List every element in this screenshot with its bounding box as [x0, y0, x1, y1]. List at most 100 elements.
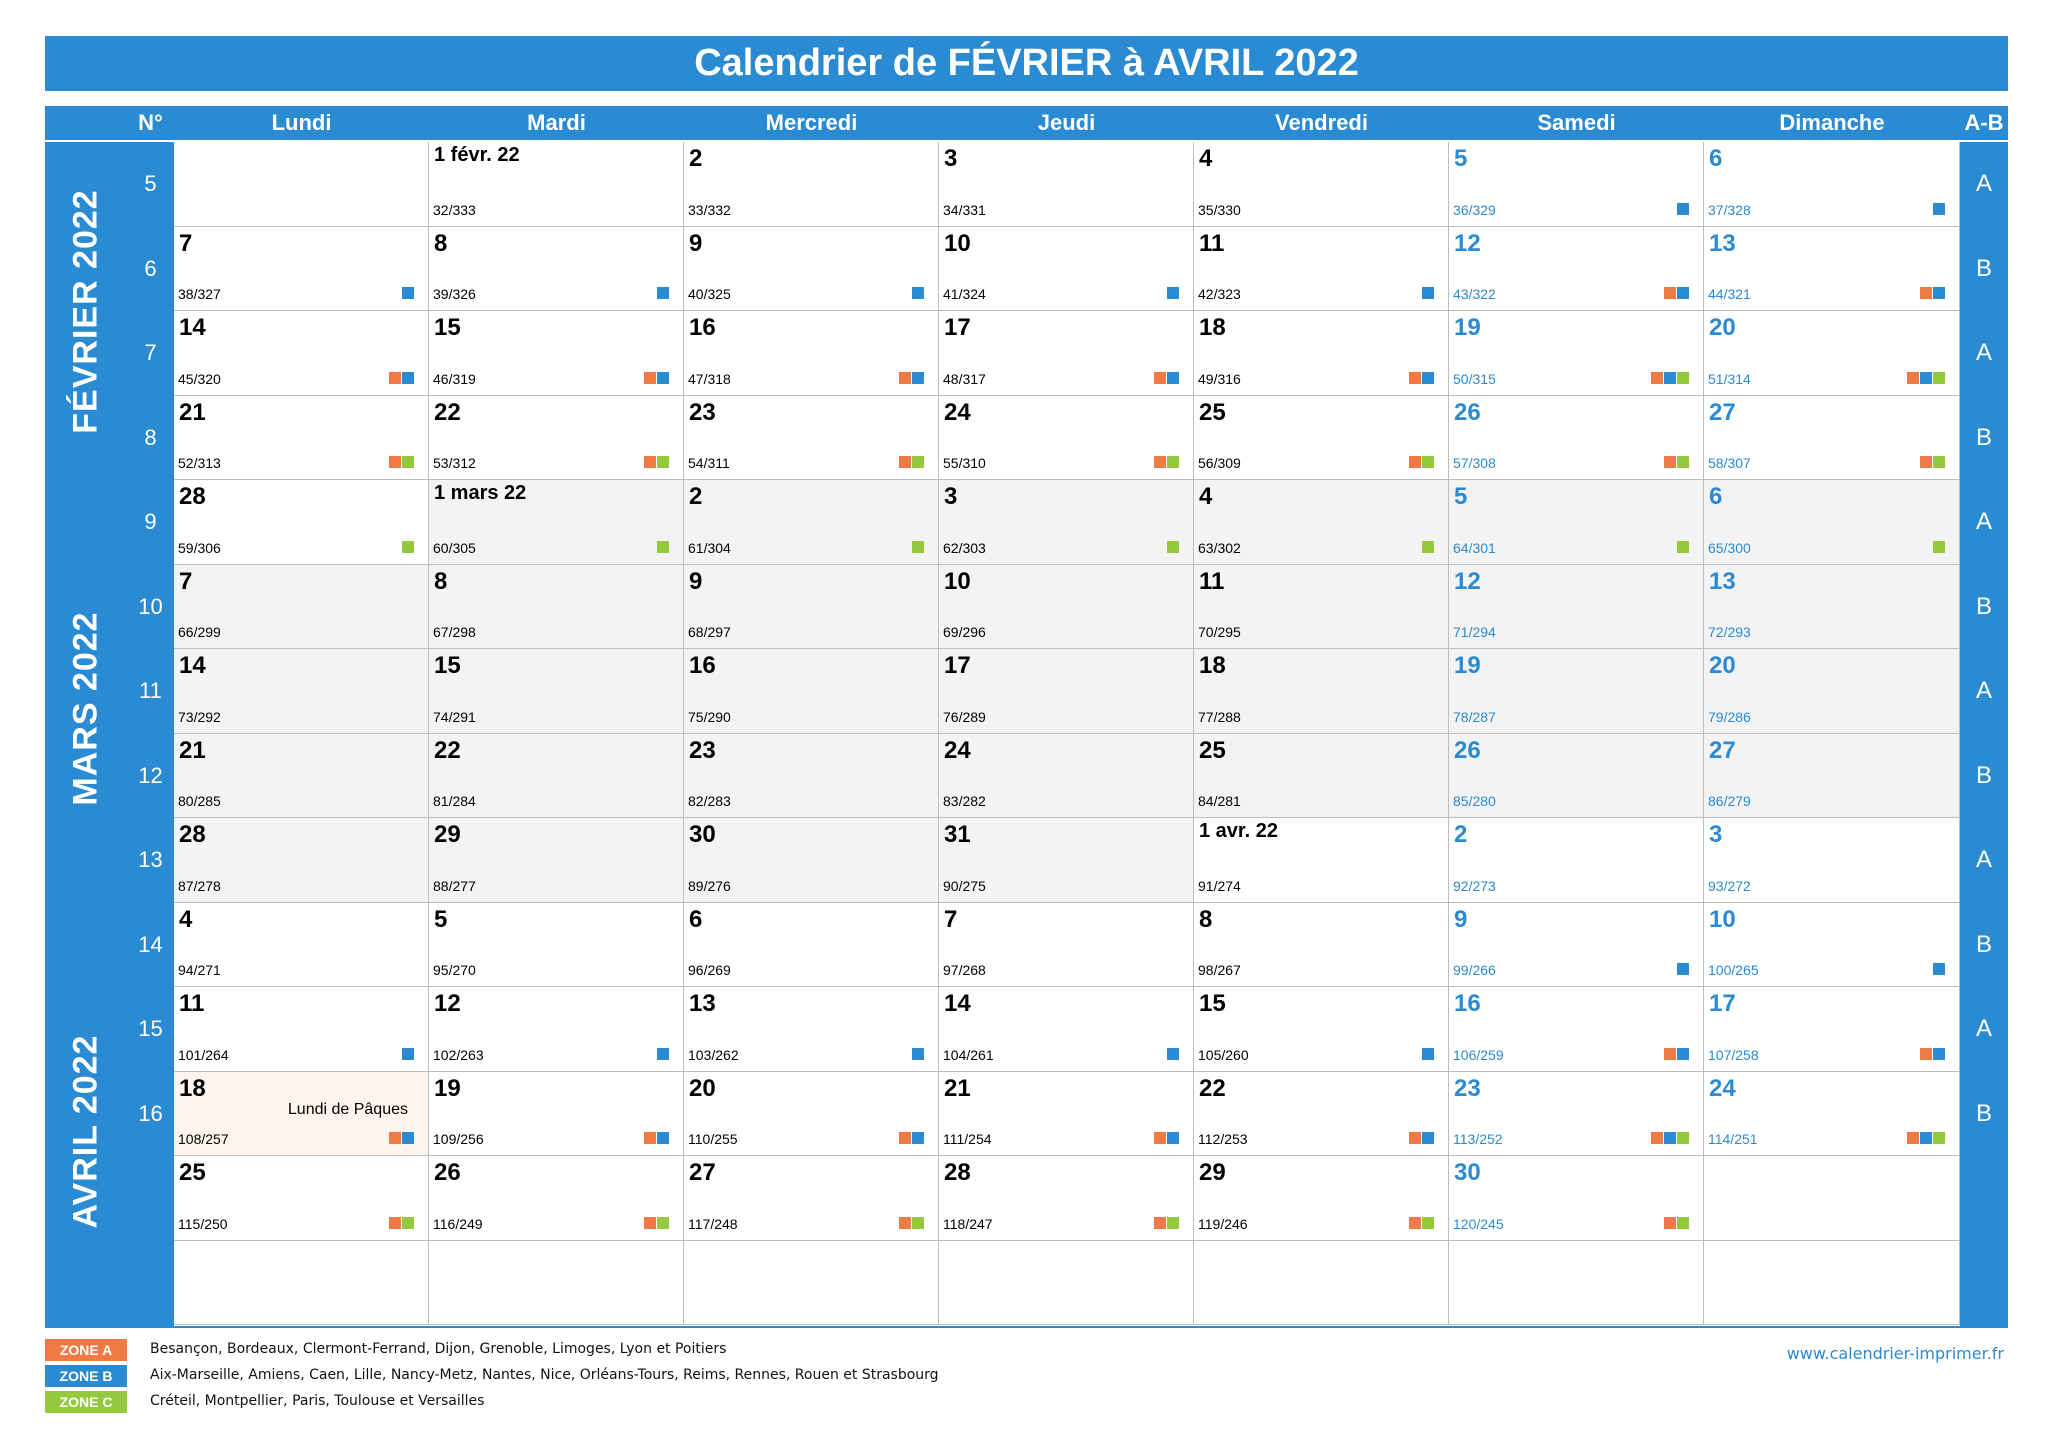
day-cell[interactable]: 5 36/329: [1449, 142, 1704, 227]
day-cell[interactable]: 14 45/320: [174, 311, 429, 396]
day-cell[interactable]: 25 115/250: [174, 1156, 429, 1241]
day-cell[interactable]: 8 39/326: [429, 226, 684, 311]
day-cell[interactable]: 19 78/287: [1449, 649, 1704, 734]
day-cell[interactable]: 19 109/256: [429, 1071, 684, 1156]
day-cell[interactable]: 16 75/290: [684, 649, 939, 734]
day-cell[interactable]: 16 106/259: [1449, 987, 1704, 1072]
day-cell[interactable]: 22 112/253: [1194, 1071, 1449, 1156]
day-cell[interactable]: 24 55/310: [939, 395, 1194, 480]
day-cell[interactable]: 17 76/289: [939, 649, 1194, 734]
day-cell[interactable]: 29 119/246: [1194, 1156, 1449, 1241]
day-cell[interactable]: [174, 142, 429, 227]
day-cell[interactable]: 17 48/317: [939, 311, 1194, 396]
day-cell[interactable]: 20 110/255: [684, 1071, 939, 1156]
day-cell[interactable]: 5 64/301: [1449, 480, 1704, 565]
day-cell[interactable]: 2 33/332: [684, 142, 939, 227]
day-cell[interactable]: 15 74/291: [429, 649, 684, 734]
day-cell[interactable]: 20 79/286: [1704, 649, 1960, 734]
day-cell[interactable]: 23 82/283: [684, 733, 939, 818]
day-cell[interactable]: 11 42/323: [1194, 226, 1449, 311]
day-cell[interactable]: 4 63/302: [1194, 480, 1449, 565]
day-cell[interactable]: 15 46/319: [429, 311, 684, 396]
day-cell[interactable]: 27 117/248: [684, 1156, 939, 1241]
day-cell[interactable]: 13 44/321: [1704, 226, 1960, 311]
day-cell[interactable]: 28 87/278: [174, 818, 429, 903]
day-cell[interactable]: 10 100/265: [1704, 902, 1960, 987]
day-cell[interactable]: 10 69/296: [939, 564, 1194, 649]
day-cell[interactable]: 27 58/307: [1704, 395, 1960, 480]
day-cell[interactable]: 25 84/281: [1194, 733, 1449, 818]
day-cell[interactable]: 20 51/314: [1704, 311, 1960, 396]
day-cell[interactable]: 21 80/285: [174, 733, 429, 818]
day-cell[interactable]: 26 116/249: [429, 1156, 684, 1241]
day-cell[interactable]: 11 101/264: [174, 987, 429, 1072]
day-cell[interactable]: 8 67/298: [429, 564, 684, 649]
day-cell[interactable]: 5 95/270: [429, 902, 684, 987]
day-cell[interactable]: 24 83/282: [939, 733, 1194, 818]
day-cell[interactable]: 21 52/313: [174, 395, 429, 480]
day-cell[interactable]: 19 50/315: [1449, 311, 1704, 396]
day-cell[interactable]: 12 71/294: [1449, 564, 1704, 649]
day-cell[interactable]: 7 97/268: [939, 902, 1194, 987]
day-cell[interactable]: [684, 1240, 939, 1325]
day-cell[interactable]: 9 40/325: [684, 226, 939, 311]
day-cell[interactable]: 1 mars 22 60/305: [429, 480, 684, 565]
day-cell[interactable]: 31 90/275: [939, 818, 1194, 903]
day-cell[interactable]: 29 88/277: [429, 818, 684, 903]
day-cell[interactable]: 22 53/312: [429, 395, 684, 480]
day-cell[interactable]: 30 89/276: [684, 818, 939, 903]
day-cell[interactable]: 2 61/304: [684, 480, 939, 565]
day-cell[interactable]: 18 49/316: [1194, 311, 1449, 396]
day-cell[interactable]: [1449, 1240, 1704, 1325]
day-cell[interactable]: 27 86/279: [1704, 733, 1960, 818]
day-cell[interactable]: 21 111/254: [939, 1071, 1194, 1156]
day-cell[interactable]: 4 35/330: [1194, 142, 1449, 227]
day-cell[interactable]: 25 56/309: [1194, 395, 1449, 480]
day-cell[interactable]: 17 107/258: [1704, 987, 1960, 1072]
day-cell[interactable]: 15 105/260: [1194, 987, 1449, 1072]
day-cell[interactable]: 11 70/295: [1194, 564, 1449, 649]
day-cell[interactable]: 30 120/245: [1449, 1156, 1704, 1241]
day-cell[interactable]: 3 93/272: [1704, 818, 1960, 903]
day-cell[interactable]: 16 47/318: [684, 311, 939, 396]
day-cell[interactable]: [1704, 1240, 1960, 1325]
day-cell[interactable]: 26 85/280: [1449, 733, 1704, 818]
day-cell[interactable]: 3 62/303: [939, 480, 1194, 565]
day-cell[interactable]: 18 77/288: [1194, 649, 1449, 734]
day-cell[interactable]: 18 108/257 Lundi de Pâques: [174, 1071, 429, 1156]
day-cell[interactable]: 6 37/328: [1704, 142, 1960, 227]
day-cell[interactable]: 23 113/252: [1449, 1071, 1704, 1156]
day-cell[interactable]: 3 34/331: [939, 142, 1194, 227]
day-cell[interactable]: 2 92/273: [1449, 818, 1704, 903]
day-cell[interactable]: [174, 1240, 429, 1325]
day-cell[interactable]: 8 98/267: [1194, 902, 1449, 987]
day-cell[interactable]: 13 103/262: [684, 987, 939, 1072]
day-cell[interactable]: 14 73/292: [174, 649, 429, 734]
day-cell[interactable]: [429, 1240, 684, 1325]
day-cell[interactable]: 28 59/306: [174, 480, 429, 565]
day-cell[interactable]: 7 66/299: [174, 564, 429, 649]
day-cell[interactable]: 12 102/263: [429, 987, 684, 1072]
day-cell[interactable]: 4 94/271: [174, 902, 429, 987]
day-cell[interactable]: 26 57/308: [1449, 395, 1704, 480]
day-cell[interactable]: 24 114/251: [1704, 1071, 1960, 1156]
day-cell[interactable]: 10 41/324: [939, 226, 1194, 311]
day-cell[interactable]: 13 72/293: [1704, 564, 1960, 649]
day-cell[interactable]: 1 févr. 22 32/333: [429, 142, 684, 227]
website-link[interactable]: www.calendrier-imprimer.fr: [1786, 1344, 2004, 1363]
day-cell[interactable]: 9 68/297: [684, 564, 939, 649]
day-cell[interactable]: 23 54/311: [684, 395, 939, 480]
day-cell[interactable]: 14 104/261: [939, 987, 1194, 1072]
day-cell[interactable]: 28 118/247: [939, 1156, 1194, 1241]
day-cell[interactable]: 22 81/284: [429, 733, 684, 818]
day-cell[interactable]: 1 avr. 22 91/274: [1194, 818, 1449, 903]
day-of-year: 82/283: [688, 793, 731, 809]
day-cell[interactable]: 12 43/322: [1449, 226, 1704, 311]
day-cell[interactable]: [1194, 1240, 1449, 1325]
day-cell[interactable]: [1704, 1156, 1960, 1241]
day-cell[interactable]: 7 38/327: [174, 226, 429, 311]
day-cell[interactable]: 6 96/269: [684, 902, 939, 987]
day-cell[interactable]: 6 65/300: [1704, 480, 1960, 565]
day-cell[interactable]: [939, 1240, 1194, 1325]
day-cell[interactable]: 9 99/266: [1449, 902, 1704, 987]
